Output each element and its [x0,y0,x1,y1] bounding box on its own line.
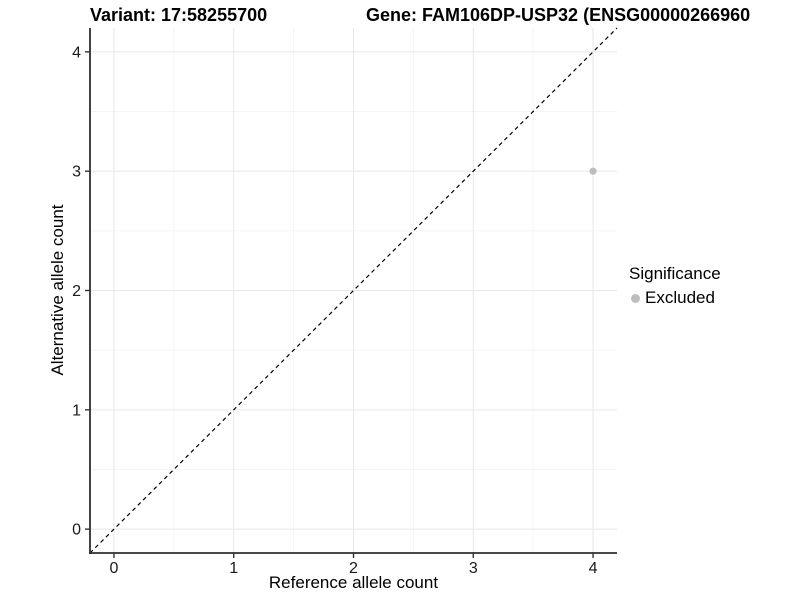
data-point [589,167,597,175]
legend-point-icon [631,293,640,303]
gene-title: Gene: FAM106DP-USP32 (ENSG00000266960 [366,5,751,25]
variant-title: Variant: 17:58255700 [90,5,268,25]
y-tick-label: 1 [72,402,81,419]
x-tick-label: 4 [589,560,598,577]
x-tick-label: 0 [110,560,119,577]
y-tick-label: 0 [72,522,81,539]
y-tick-label: 4 [72,44,81,61]
legend-item-label: Excluded [645,288,715,307]
legend: Significance Excluded [629,264,721,308]
identity-line [89,27,618,554]
y-tick-label: 3 [72,164,81,181]
legend-title: Significance [629,264,721,283]
y-tick-label: 2 [72,283,81,300]
x-axis-title: Reference allele count [268,573,439,592]
x-tick-label: 3 [469,560,478,577]
x-tick-label: 1 [229,560,238,577]
x-tick-label: 2 [349,560,358,577]
y-axis-title: Alternative allele count [48,204,67,376]
legend-item-excluded: Excluded [629,288,721,308]
